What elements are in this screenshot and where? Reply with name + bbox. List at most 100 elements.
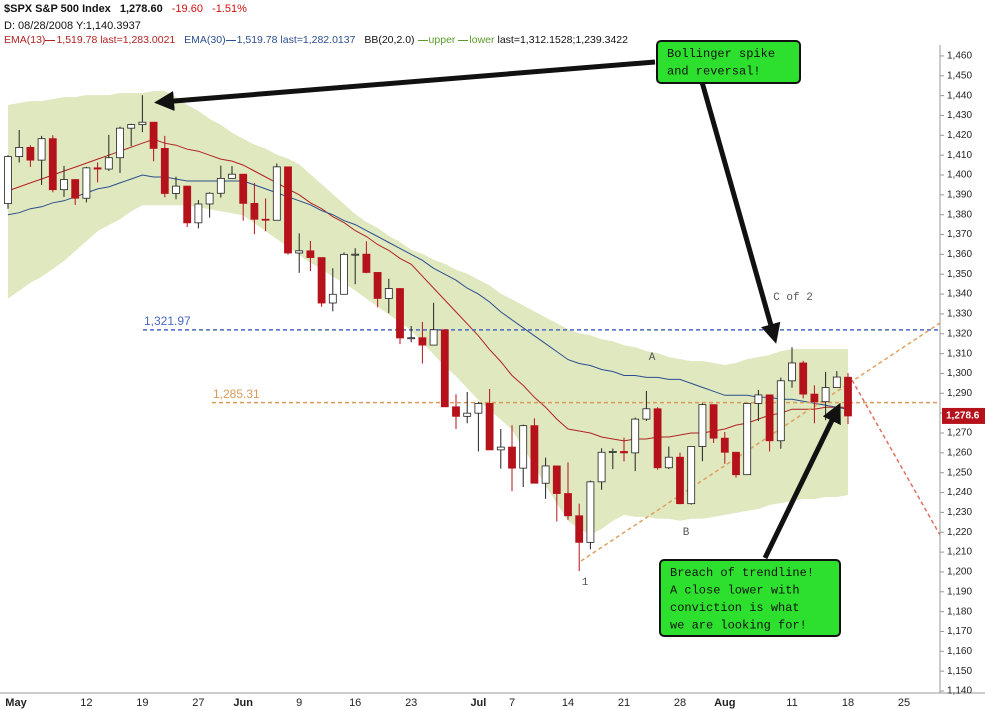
arrow	[154, 59, 656, 111]
candle-body	[116, 127, 124, 159]
candle-layer	[4, 95, 852, 572]
candle-body	[508, 446, 516, 469]
legend-info: 1,519.78 last=1,282.0137	[236, 34, 356, 46]
annotation: C of 2	[773, 292, 813, 304]
x-tick-label: 18	[842, 697, 854, 709]
candle-body	[384, 288, 393, 299]
y-tick-label: 1,240	[947, 487, 972, 498]
candle-body	[463, 412, 472, 417]
annotation: B	[683, 527, 690, 539]
ema-line	[7, 174, 849, 410]
hline-layer: 1,321.97 1,285.31	[143, 314, 940, 404]
callout-box	[656, 40, 801, 84]
candle-body	[373, 272, 382, 299]
y-tick-label: 1,410	[947, 150, 972, 161]
candle-body	[608, 451, 617, 453]
y-tick-label: 1,320	[947, 328, 972, 339]
candle-body	[575, 515, 584, 543]
candle-body	[844, 376, 852, 417]
candle-body	[93, 167, 102, 170]
x-tick-label: 11	[786, 697, 797, 709]
candle-body	[216, 177, 225, 194]
candle-body	[205, 192, 214, 205]
y-tick-label: 1,150	[947, 666, 972, 677]
candle-body	[440, 329, 449, 408]
candle-body	[149, 121, 158, 149]
y-tick-label: 1,350	[947, 269, 972, 280]
level-label: 1,321.97	[144, 314, 191, 328]
arrow	[762, 402, 841, 560]
change: -19.60	[171, 3, 203, 15]
candle-body	[396, 288, 404, 339]
x-tick-label: 27	[192, 697, 204, 709]
legend-swatch	[45, 39, 56, 41]
y-tick-label: 1,330	[947, 309, 972, 320]
candle-body	[261, 218, 270, 221]
legend-label: BB(20,2.0)	[364, 34, 415, 46]
y-tick-label: 1,230	[947, 507, 972, 518]
legend-bands: upper lower	[417, 34, 498, 46]
ema-line	[7, 138, 848, 442]
candle-body	[765, 394, 774, 442]
x-tick-label: 7	[509, 697, 515, 709]
candle-body	[552, 465, 561, 494]
candle-body	[799, 362, 808, 395]
candle-body	[127, 124, 136, 129]
y-tick-label: 1,180	[947, 606, 972, 617]
candle-body	[788, 362, 796, 382]
candle-body	[496, 446, 505, 451]
y-tick-label: 1,190	[947, 586, 972, 597]
candle-body	[71, 179, 80, 199]
candle-body	[407, 337, 416, 340]
y-tick-label: 1,360	[947, 249, 972, 260]
y-tick-label: 1,340	[947, 289, 972, 300]
x-tick-label: Aug	[714, 697, 735, 709]
candle-body	[698, 404, 707, 447]
y-tick-label: 1,310	[947, 348, 972, 359]
candle-body	[250, 202, 259, 220]
annotation: A	[649, 352, 656, 364]
arrow	[699, 81, 781, 344]
candle-body	[664, 456, 673, 469]
x-tick-label: 9	[296, 697, 302, 709]
last-price-label: 1,278.6	[946, 411, 980, 422]
last-price-flag	[942, 407, 985, 424]
change-pct: -1.51%	[212, 3, 247, 15]
y-tick-label: 1,300	[947, 368, 972, 379]
legend-ema13: EMA(13) 1,519.78 last=1,283.0021	[4, 34, 175, 46]
y-tick-label: 1,380	[947, 209, 972, 220]
candle-body	[284, 166, 292, 254]
candle-body	[530, 425, 539, 484]
axis-layer: May 12 19 27 Jun 9 16 23 Jul 7 14 21 28 Aug 11 18 25 1,14…	[5, 51, 985, 709]
candle-body	[295, 250, 304, 254]
candle-body	[37, 138, 46, 161]
cursor: D: 08/28/2008 Y:1,140.3937	[4, 20, 141, 32]
candle-body	[160, 148, 169, 194]
candle-body	[519, 425, 528, 469]
legend-line: EMA(13) 1,519.78 last=1,283.0021 EMA(30) 1…	[4, 34, 628, 46]
y-tick-label: 1,140	[947, 686, 972, 697]
candle-body	[351, 253, 360, 256]
candle-body	[485, 403, 494, 451]
candle-body	[564, 493, 572, 517]
candle-body	[754, 394, 763, 404]
callout-text: and reversal!	[667, 65, 761, 79]
x-tick-label: Jul	[470, 697, 486, 709]
candle-body	[709, 404, 718, 439]
candle-body	[194, 203, 203, 224]
level-label: 1,285.31	[213, 387, 260, 401]
y-tick-label: 1,440	[947, 90, 972, 101]
price: 1,278.60	[119, 3, 163, 15]
legend-label: upper	[428, 34, 456, 46]
legend-info: 1,519.78 last=1,283.0021	[56, 34, 176, 46]
y-tick-label: 1,460	[947, 51, 972, 62]
y-tick-label: 1,220	[947, 527, 972, 538]
y-tick-label: 1,400	[947, 170, 972, 181]
indicator-layer	[7, 138, 849, 442]
candle-body	[732, 451, 740, 476]
y-tick-label: 1,210	[947, 547, 972, 558]
candle-body	[687, 446, 696, 505]
y-tick-label: 1,390	[947, 189, 972, 200]
candle-body	[15, 147, 24, 157]
